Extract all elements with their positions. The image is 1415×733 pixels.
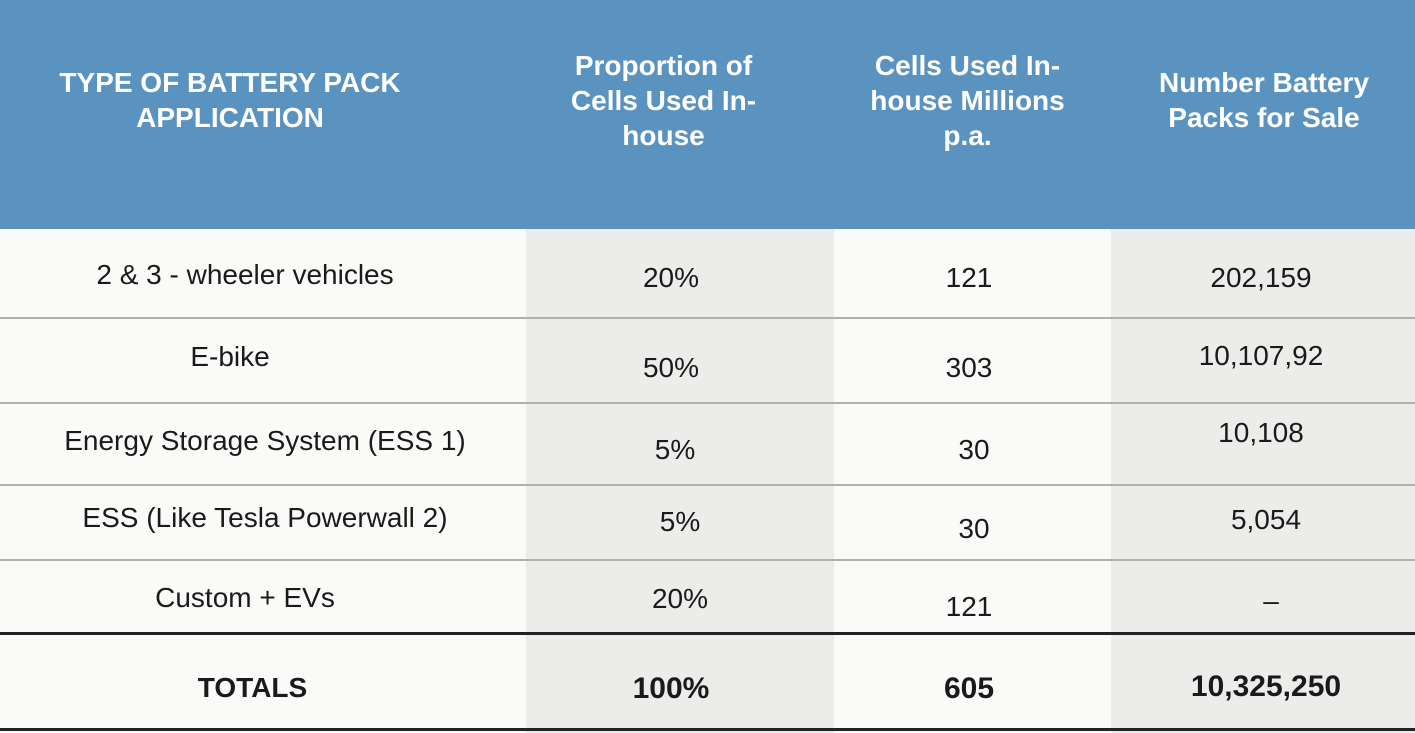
cell-packs: – xyxy=(1263,585,1279,616)
cell-proportion: 20% xyxy=(651,583,709,614)
table-header: TYPE OF BATTERY PACK APPLICATION Proport… xyxy=(0,0,1415,229)
totals-cells: 605 xyxy=(943,672,995,705)
cell-cells: 30 xyxy=(958,513,990,544)
cell-type: Custom + EVs xyxy=(155,582,335,613)
totals-label: TOTALS xyxy=(197,672,308,703)
header-proportion: Proportion of Cells Used In-house xyxy=(556,0,771,215)
cell-proportion: 5% xyxy=(654,434,696,465)
cell-packs: 10,107,92 xyxy=(1198,340,1324,371)
table-row: 2 & 3 - wheeler vehicles 20% 121 202,159 xyxy=(0,229,1415,318)
cell-cells: 121 xyxy=(945,262,993,293)
cell-type: 2 & 3 - wheeler vehicles xyxy=(96,259,394,290)
cell-packs: 5,054 xyxy=(1230,504,1302,535)
row-divider xyxy=(0,317,1415,319)
header-cells-label: Cells Used In-house Millions p.a. xyxy=(870,50,1065,151)
header-type: TYPE OF BATTERY PACK APPLICATION xyxy=(30,0,430,214)
cell-type: E-bike xyxy=(190,341,270,372)
header-type-label: TYPE OF BATTERY PACK APPLICATION xyxy=(59,66,401,133)
table-row: E-bike 50% 303 10,107,92 xyxy=(0,319,1415,403)
cell-proportion: 50% xyxy=(642,352,700,383)
header-packs: Number Battery Packs for Sale xyxy=(1150,0,1378,214)
row-divider xyxy=(0,402,1415,404)
cell-cells: 303 xyxy=(945,352,993,383)
col4-band xyxy=(1111,229,1415,733)
cell-proportion: 5% xyxy=(659,506,701,537)
cell-type: ESS (Like Tesla Powerwall 2) xyxy=(82,502,448,533)
cell-cells: 30 xyxy=(958,434,990,465)
header-proportion-label: Proportion of Cells Used In-house xyxy=(570,50,757,151)
totals-divider xyxy=(0,632,1415,635)
table-row: Energy Storage System (ESS 1) 5% 30 10,1… xyxy=(0,404,1415,484)
table-row: Custom + EVs 20% 121 – xyxy=(0,561,1415,633)
header-cells: Cells Used In-house Millions p.a. xyxy=(860,0,1075,215)
col3-band xyxy=(834,229,1111,733)
cell-type: Energy Storage System (ESS 1) xyxy=(64,425,466,456)
bottom-border xyxy=(0,728,1415,731)
row-divider xyxy=(0,484,1415,486)
header-packs-label: Number Battery Packs for Sale xyxy=(1158,66,1370,133)
col1-band xyxy=(0,229,526,733)
row-divider xyxy=(0,559,1415,561)
col2-band xyxy=(526,229,834,733)
cell-cells: 121 xyxy=(945,591,993,622)
cell-packs: 10,108 xyxy=(1218,417,1304,448)
cell-proportion: 20% xyxy=(642,262,700,293)
table-row: ESS (Like Tesla Powerwall 2) 5% 30 5,054 xyxy=(0,486,1415,560)
cell-packs: 202,159 xyxy=(1210,262,1312,293)
totals-proportion: 100% xyxy=(632,672,710,705)
totals-row: TOTALS 100% 605 10,325,250 xyxy=(0,635,1415,727)
totals-packs: 10,325,250 xyxy=(1190,670,1342,703)
